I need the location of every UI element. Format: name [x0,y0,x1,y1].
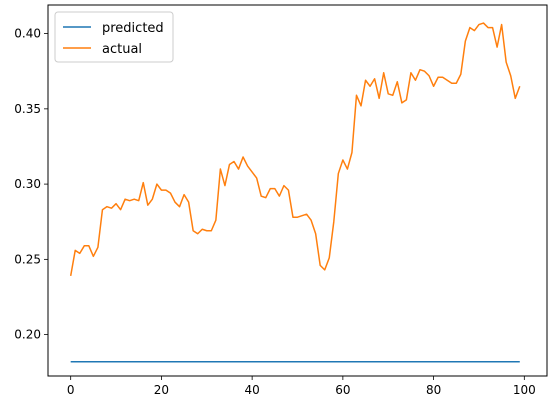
legend-label-actual: actual [102,42,142,57]
x-tick-label: 20 [154,383,169,397]
series-line-actual [69,22,521,277]
x-tick-label: 100 [513,383,536,397]
x-axis: 0 20 40 60 80 100 [67,376,536,397]
legend-label-predicted: predicted [102,21,164,36]
x-tick-label: 40 [244,383,259,397]
x-tick-label: 60 [335,383,350,397]
plot-frame [47,4,548,377]
legend: predicted actual [54,11,174,63]
y-tick-label: 0.35 [14,102,41,116]
y-tick-label: 0.20 [14,328,41,342]
x-tick-label: 0 [67,383,75,397]
y-axis: 0.20 0.25 0.30 0.35 0.40 [14,27,48,342]
y-tick-label: 0.40 [14,27,41,41]
x-tick-label: 80 [426,383,441,397]
legend-box [54,11,174,63]
y-tick-label: 0.30 [14,177,41,191]
y-tick-label: 0.25 [14,252,41,266]
plot-lines [69,22,521,363]
